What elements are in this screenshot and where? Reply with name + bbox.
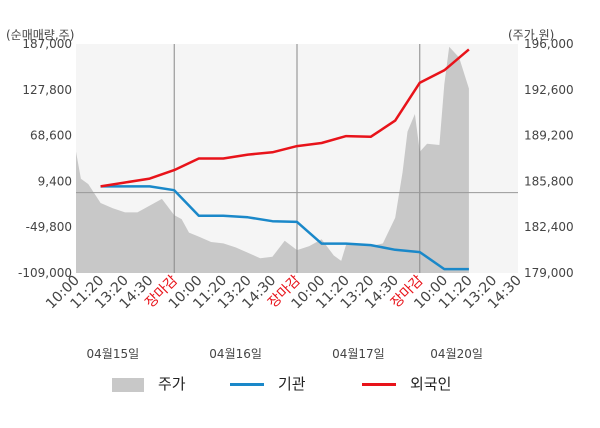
chart: 187,000 127,800 68,600 9,400 -49,800 -109,000… [18,37,574,361]
left-tick-label: -49,800 [26,220,72,234]
legend-institution-label: 기관 [278,375,306,393]
right-tick-label: 189,200 [524,129,574,143]
right-tick-label: 179,000 [524,266,574,280]
left-tick-label: -109,000 [18,266,72,280]
right-tick-label: 196,000 [524,37,574,51]
right-tick-label: 185,800 [524,174,574,188]
legend-foreign-swatch [362,383,396,386]
legend-institution: 기관 [230,373,306,394]
legend-institution-swatch [230,383,264,386]
right-tick-label: 192,600 [524,83,574,97]
left-tick-label: 9,400 [38,174,72,188]
foreign-line [100,48,470,188]
day-label: 04월17일 [332,347,385,361]
left-tick-label: 127,800 [22,83,72,97]
legend-foreign: 외국인 [362,373,451,394]
right-axis-unit: (주가,원) [508,28,555,42]
left-tick-label: 68,600 [30,129,72,143]
legend-price: 주가 [112,373,186,394]
day-label: 04월20일 [430,347,483,361]
institution-line [100,185,469,271]
day-label: 04월16일 [209,347,262,361]
day-label: 04월15일 [87,347,140,361]
left-axis-unit: (순매매량,주) [6,28,75,42]
legend-price-label: 주가 [158,375,186,393]
left-tick-label: 187,000 [22,37,72,51]
legend-foreign-label: 외국인 [410,375,452,393]
right-tick-label: 182,400 [524,220,574,234]
legend-price-swatch [112,377,144,392]
